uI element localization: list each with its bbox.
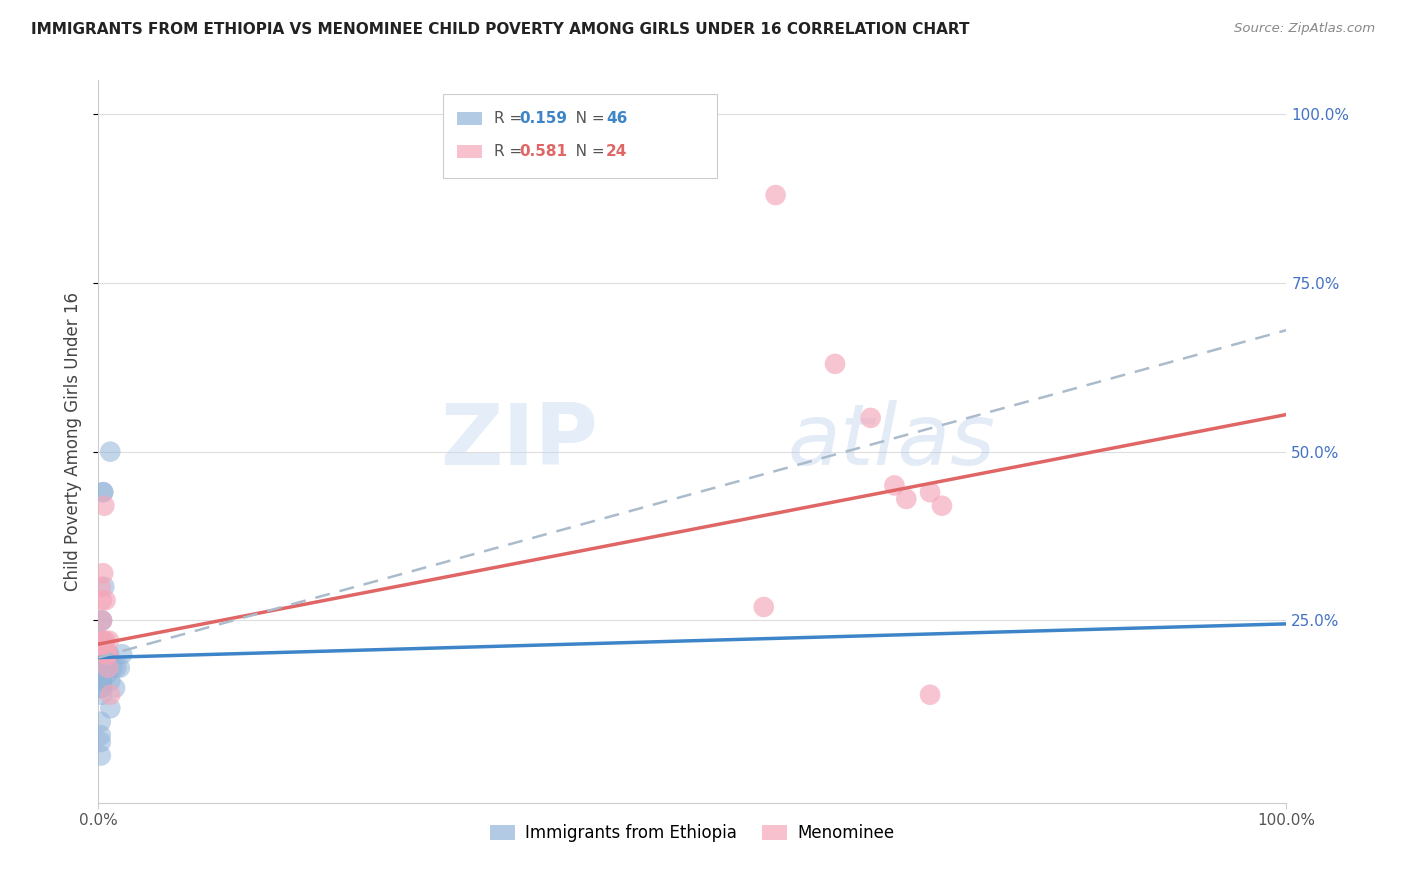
Point xyxy=(91,667,114,681)
Text: IMMIGRANTS FROM ETHIOPIA VS MENOMINEE CHILD POVERTY AMONG GIRLS UNDER 16 CORRELA: IMMIGRANTS FROM ETHIOPIA VS MENOMINEE CH… xyxy=(31,22,969,37)
Point xyxy=(93,647,115,661)
Point xyxy=(101,661,124,675)
Point xyxy=(96,661,118,675)
Y-axis label: Child Poverty Among Girls Under 16: Child Poverty Among Girls Under 16 xyxy=(65,292,83,591)
Point xyxy=(89,661,111,675)
Point xyxy=(104,681,127,695)
Text: 46: 46 xyxy=(606,112,627,126)
Point xyxy=(98,647,121,661)
Point xyxy=(91,614,114,628)
Point xyxy=(91,674,114,689)
Point xyxy=(765,188,787,202)
Text: 24: 24 xyxy=(606,145,627,159)
Point xyxy=(93,499,115,513)
Text: atlas: atlas xyxy=(787,400,995,483)
Point xyxy=(931,499,953,513)
Point xyxy=(90,647,112,661)
Point xyxy=(91,661,114,675)
Point xyxy=(752,599,775,614)
Point xyxy=(91,688,114,702)
Point xyxy=(90,728,112,742)
Point xyxy=(105,661,128,675)
Point xyxy=(98,444,121,458)
Legend: Immigrants from Ethiopia, Menominee: Immigrants from Ethiopia, Menominee xyxy=(484,817,901,848)
Point xyxy=(91,654,114,668)
Point xyxy=(91,633,114,648)
Point xyxy=(97,647,120,661)
Point xyxy=(94,661,117,675)
Point xyxy=(91,647,114,661)
Point xyxy=(91,633,114,648)
Point xyxy=(91,674,114,689)
Point xyxy=(90,633,112,648)
Point xyxy=(90,580,112,594)
Point xyxy=(111,647,134,661)
Point xyxy=(90,661,112,675)
Text: ZIP: ZIP xyxy=(440,400,598,483)
Point xyxy=(91,633,114,648)
Point xyxy=(89,674,111,689)
Point xyxy=(91,614,114,628)
Text: N =: N = xyxy=(561,145,609,159)
Text: 0.159: 0.159 xyxy=(519,112,567,126)
Point xyxy=(94,633,117,648)
Point xyxy=(859,411,882,425)
Point xyxy=(96,667,118,681)
Point xyxy=(91,614,114,628)
Text: R =: R = xyxy=(494,112,527,126)
Point xyxy=(91,647,114,661)
Point xyxy=(98,674,121,689)
Point xyxy=(91,485,114,500)
Point xyxy=(883,478,905,492)
Point xyxy=(93,661,115,675)
Point xyxy=(90,714,112,729)
Point xyxy=(91,681,114,695)
Point xyxy=(90,748,112,763)
Point xyxy=(91,485,114,500)
Point xyxy=(824,357,846,371)
Point xyxy=(98,633,121,648)
Point xyxy=(91,566,114,581)
Point xyxy=(97,647,120,661)
Point xyxy=(97,661,120,675)
Text: N =: N = xyxy=(561,112,609,126)
Text: 0.581: 0.581 xyxy=(519,145,567,159)
Point xyxy=(920,485,942,500)
Point xyxy=(91,661,114,675)
Point xyxy=(90,735,112,749)
Text: R =: R = xyxy=(494,145,527,159)
Point xyxy=(108,661,131,675)
Point xyxy=(91,647,114,661)
Point xyxy=(93,580,115,594)
Point xyxy=(91,647,114,661)
Text: Source: ZipAtlas.com: Source: ZipAtlas.com xyxy=(1234,22,1375,36)
Point xyxy=(91,661,114,675)
Point xyxy=(91,633,114,648)
Point xyxy=(98,688,121,702)
Point xyxy=(91,633,114,648)
Point xyxy=(920,688,942,702)
Point xyxy=(91,593,114,607)
Point xyxy=(96,647,118,661)
Point xyxy=(90,681,112,695)
Point xyxy=(896,491,918,506)
Point xyxy=(98,701,121,715)
Point xyxy=(93,647,115,661)
Point xyxy=(94,593,117,607)
